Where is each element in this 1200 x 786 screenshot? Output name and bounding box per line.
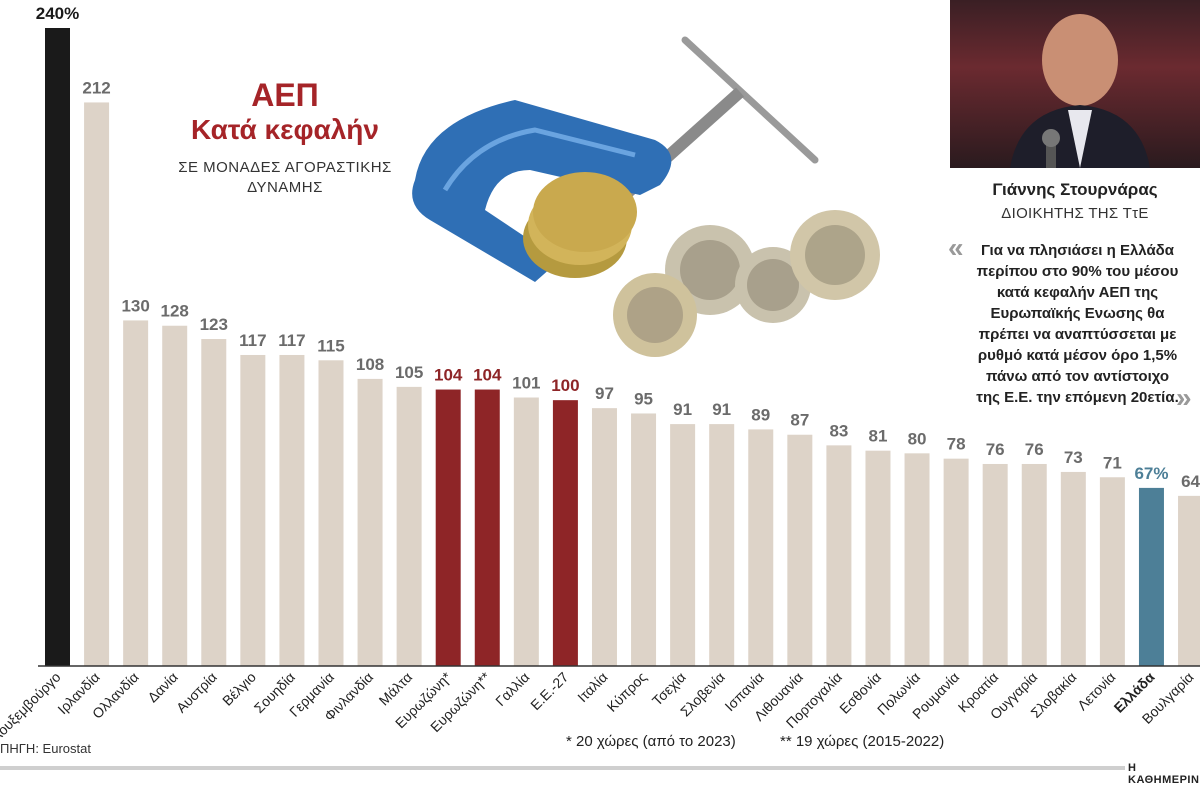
bar-19	[787, 434, 813, 666]
bar-2	[123, 320, 149, 666]
value-label-1: 212	[82, 78, 110, 97]
value-label-22: 80	[908, 429, 927, 448]
bar-6	[279, 354, 305, 666]
value-label-29: 64	[1181, 472, 1200, 491]
value-label-10: 104	[434, 366, 463, 385]
footer-rule	[0, 766, 1125, 770]
value-label-16: 91	[673, 400, 692, 419]
value-label-7: 115	[317, 336, 344, 355]
bar-1	[84, 102, 110, 666]
value-label-24: 76	[986, 440, 1005, 459]
value-label-4: 123	[200, 315, 228, 334]
value-label-25: 76	[1025, 440, 1044, 459]
source-note: ΠΗΓΗ: Eurostat	[0, 741, 91, 756]
bar-22	[904, 453, 930, 666]
quote-open-icon: «	[948, 232, 964, 263]
value-label-19: 87	[790, 411, 809, 430]
category-label-3: Δανία	[144, 669, 181, 706]
value-label-6: 117	[278, 331, 305, 350]
bar-0	[45, 28, 70, 666]
value-label-9: 105	[395, 363, 423, 382]
quote-text: Για να πλησιάσει η Ελλάδα περίπου στο 90…	[976, 242, 1179, 406]
bar-24	[982, 463, 1008, 666]
bar-28	[1138, 487, 1164, 666]
bar-11	[474, 389, 500, 666]
bar-5	[240, 354, 266, 666]
footnote-eurozone-19: ** 19 χώρες (2015-2022)	[780, 733, 945, 750]
value-label-0: 240%	[36, 4, 79, 23]
clamp-coins-illustration	[385, 20, 885, 360]
value-label-8: 108	[356, 355, 384, 374]
bar-18	[748, 429, 774, 666]
chart-title: ΑΕΠ	[251, 77, 319, 113]
value-label-28: 67%	[1134, 464, 1168, 483]
bar-23	[943, 458, 969, 666]
value-label-26: 73	[1064, 448, 1083, 467]
value-label-23: 78	[947, 435, 966, 454]
value-label-20: 83	[829, 421, 848, 440]
category-label-12: Γαλλία	[492, 669, 532, 709]
bar-7	[318, 360, 344, 666]
footnote-eurozone-20: * 20 χώρες (από το 2023)	[566, 733, 736, 750]
bar-15	[631, 413, 657, 666]
bar-17	[709, 424, 735, 666]
category-label-4: Αυστρία	[173, 669, 220, 716]
value-label-3: 128	[161, 302, 189, 321]
bar-16	[670, 424, 696, 666]
bar-10	[435, 389, 461, 666]
person-role: ΔΙΟΙΚΗΤΗΣ ΤΗΣ ΤτΕ	[1001, 205, 1149, 222]
person-name: Γιάννης Στουρνάρας	[992, 180, 1158, 199]
value-label-21: 81	[869, 427, 888, 446]
value-label-2: 130	[121, 296, 149, 315]
value-label-13: 100	[551, 376, 579, 395]
value-label-27: 71	[1103, 453, 1122, 472]
value-label-15: 95	[634, 389, 653, 408]
category-label-13: Ε.Ε.-27	[527, 669, 571, 713]
value-label-5: 117	[239, 331, 266, 350]
chart-units: ΣΕ ΜΟΝΑΔΕΣ ΑΓΟΡΑΣΤΙΚΗΣ ΔΥΝΑΜΗΣ	[178, 159, 392, 196]
value-label-11: 104	[473, 366, 502, 385]
bar-9	[396, 386, 422, 666]
value-label-12: 101	[512, 374, 540, 393]
bar-13	[552, 400, 578, 666]
bar-25	[1021, 463, 1047, 666]
value-label-18: 89	[751, 405, 770, 424]
portrait-photo	[950, 0, 1200, 168]
bar-14	[591, 408, 617, 666]
bar-21	[865, 450, 891, 666]
brand-logo: Η ΚΑΘΗΜΕΡΙΝΗ	[1128, 762, 1200, 786]
bar-4	[201, 339, 227, 666]
chart-subtitle: Κατά κεφαλήν	[191, 114, 379, 145]
category-label-15: Κύπρος	[604, 669, 650, 715]
value-label-14: 97	[595, 384, 614, 403]
bar-8	[357, 378, 383, 666]
bar-27	[1099, 477, 1125, 666]
bar-20	[826, 445, 852, 666]
bar-3	[162, 325, 188, 666]
category-label-14: Ιταλία	[574, 669, 610, 705]
bar-12	[513, 397, 539, 666]
bar-26	[1060, 471, 1086, 666]
bar-29	[1178, 495, 1200, 666]
quote-close-icon: »	[1176, 382, 1192, 413]
value-label-17: 91	[712, 400, 731, 419]
